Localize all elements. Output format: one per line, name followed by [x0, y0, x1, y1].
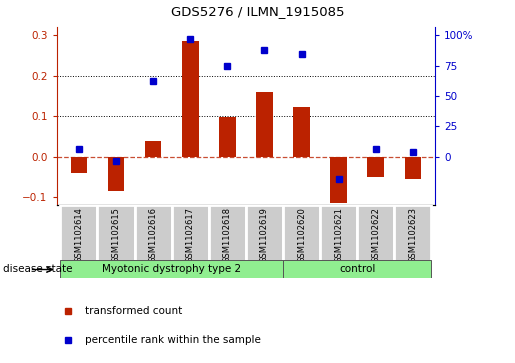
Bar: [394, 205, 432, 261]
Bar: [293, 107, 310, 156]
Bar: [357, 205, 394, 261]
Bar: [71, 156, 87, 173]
Text: GDS5276 / ILMN_1915085: GDS5276 / ILMN_1915085: [171, 5, 344, 19]
Text: disease state: disease state: [3, 264, 72, 274]
Bar: [246, 205, 283, 261]
Text: GSM1102619: GSM1102619: [260, 207, 269, 263]
Bar: [182, 41, 199, 156]
Text: percentile rank within the sample: percentile rank within the sample: [85, 335, 261, 345]
Text: GSM1102621: GSM1102621: [334, 207, 343, 263]
Text: GSM1102622: GSM1102622: [371, 207, 380, 263]
Bar: [367, 156, 384, 177]
Bar: [405, 156, 421, 179]
Bar: [108, 156, 125, 191]
Bar: [60, 260, 283, 278]
Text: GSM1102623: GSM1102623: [408, 207, 418, 263]
Bar: [134, 205, 171, 261]
Text: GSM1102616: GSM1102616: [149, 207, 158, 263]
Bar: [145, 141, 162, 156]
Bar: [283, 205, 320, 261]
Bar: [256, 92, 273, 156]
Text: control: control: [339, 264, 375, 274]
Bar: [219, 117, 236, 156]
Text: GSM1102617: GSM1102617: [186, 207, 195, 263]
Text: Myotonic dystrophy type 2: Myotonic dystrophy type 2: [102, 264, 241, 274]
Text: GSM1102620: GSM1102620: [297, 207, 306, 263]
Text: GSM1102614: GSM1102614: [74, 207, 83, 263]
Bar: [283, 260, 432, 278]
Bar: [320, 205, 357, 261]
Text: GSM1102618: GSM1102618: [223, 207, 232, 263]
Bar: [209, 205, 246, 261]
Bar: [171, 205, 209, 261]
Bar: [97, 205, 134, 261]
Bar: [330, 156, 347, 203]
Text: GSM1102615: GSM1102615: [112, 207, 121, 263]
Text: transformed count: transformed count: [85, 306, 182, 316]
Bar: [60, 205, 97, 261]
